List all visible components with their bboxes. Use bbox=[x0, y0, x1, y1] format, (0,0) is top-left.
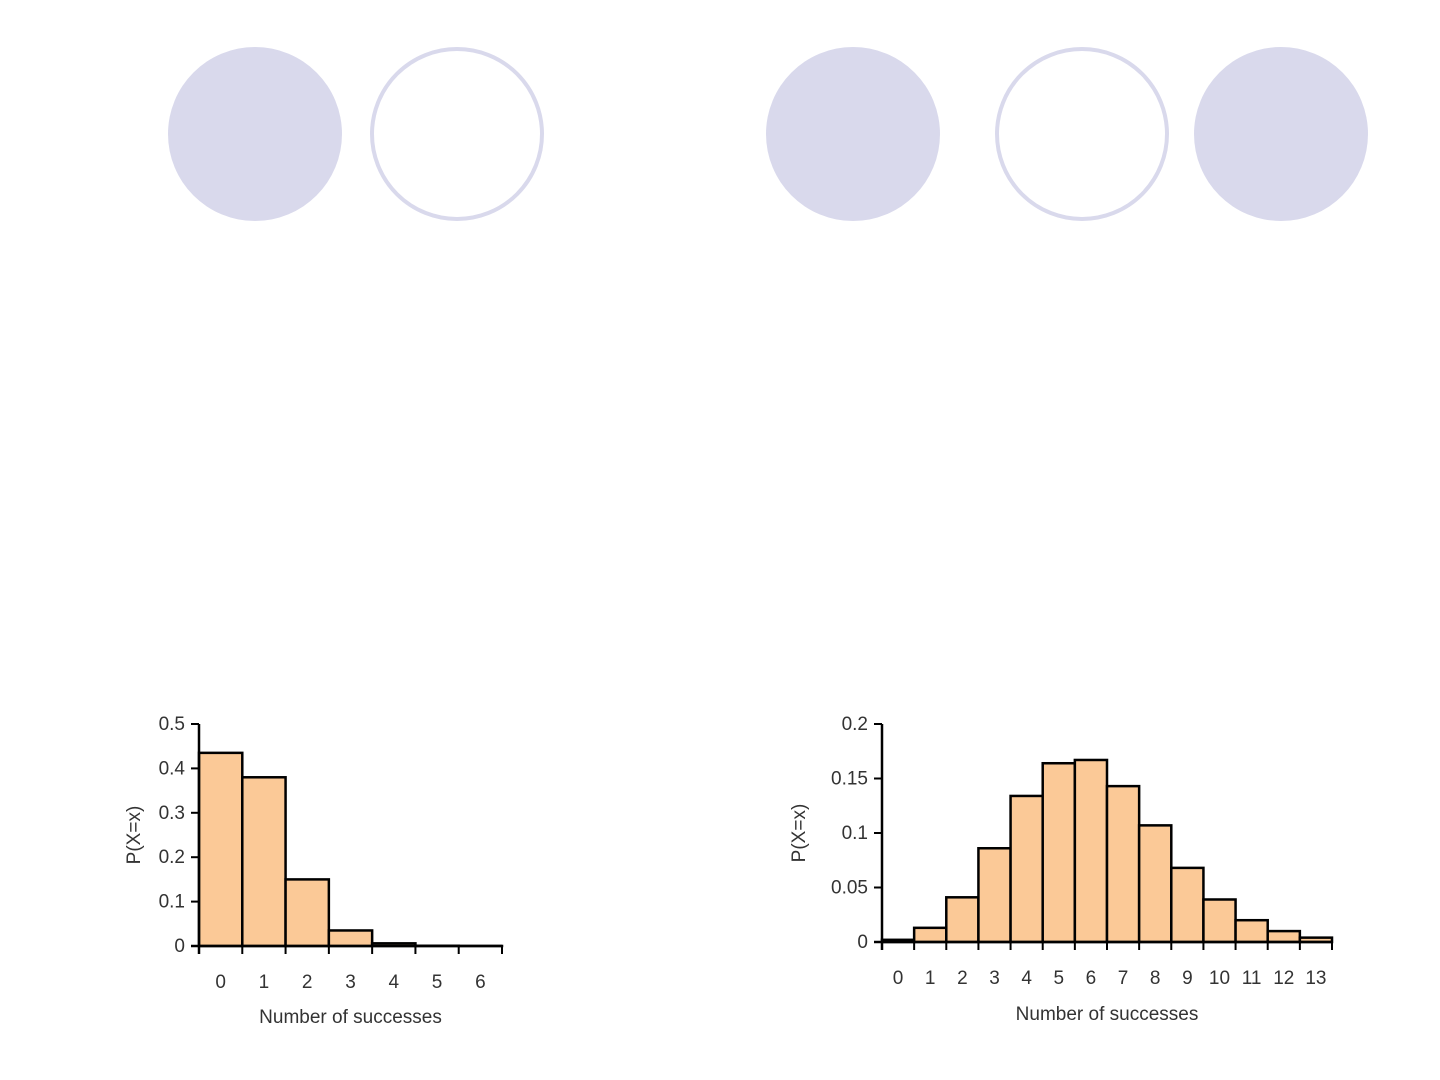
decorative-circle-1 bbox=[168, 47, 342, 221]
chart-1-bar-3 bbox=[327, 929, 374, 948]
chart-1-x-label-4: 4 bbox=[388, 972, 399, 993]
chart-1-x-label-3: 3 bbox=[345, 972, 356, 993]
chart-1-bar-0 bbox=[197, 751, 244, 948]
chart-1-y-tick-label-0.3: 0.3 bbox=[159, 803, 185, 824]
chart-1-x-label-0: 0 bbox=[215, 972, 226, 993]
chart-1-x-label-6: 6 bbox=[475, 972, 486, 993]
decorative-circle-3 bbox=[766, 47, 940, 221]
chart-1-y-tick-label-0.4: 0.4 bbox=[159, 758, 186, 779]
chart-1-bar-2 bbox=[284, 878, 331, 948]
chart-1-group: 0 0.1 0.2 0.3 0.4 0.5 0 1 2 3 4 5 6 Number of success… bbox=[124, 714, 504, 1028]
chart-1-bar-1 bbox=[241, 776, 287, 948]
decorative-circle-5 bbox=[1194, 47, 1368, 221]
chart-1-y-tick-label-0.5: 0.5 bbox=[159, 714, 185, 735]
chart-1-x-axis-title: Number of successes bbox=[259, 1007, 442, 1028]
chart-1-x-label-2: 2 bbox=[302, 972, 313, 993]
chart-1-y-axis-title: P(X=x) bbox=[124, 806, 145, 865]
decorative-circle-4 bbox=[995, 47, 1169, 221]
chart-1-y-tick-label-0.1: 0.1 bbox=[159, 892, 185, 913]
chart-1-x-label-1: 1 bbox=[259, 972, 270, 993]
chart-1-y-tick-label-0.2: 0.2 bbox=[159, 847, 185, 868]
decorative-circle-2 bbox=[370, 47, 544, 221]
chart-1-y-tick-label-0: 0 bbox=[174, 936, 185, 957]
chart-1-x-label-5: 5 bbox=[432, 972, 443, 993]
